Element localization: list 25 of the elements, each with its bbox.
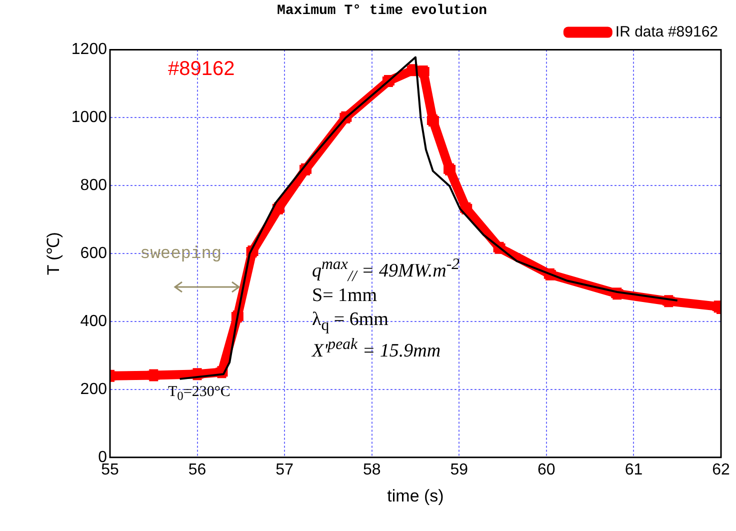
annotation: X'$^{peak}$ = 15.9mm — [312, 336, 441, 362]
annotation: λ$_{q}$ = 6mm — [312, 309, 388, 334]
annotation: T$_{0}$=230°C — [168, 384, 230, 404]
y-tick-label: 800 — [80, 177, 108, 194]
y-axis-title: T (℃) — [44, 232, 63, 276]
annotation: q$^{max}$$_{//}$ = 49MW.m$^{-2}$ — [312, 256, 460, 286]
x-tick-label: 57 — [276, 461, 294, 478]
legend-label: IR data #89162 — [615, 23, 718, 40]
annotation: sweeping — [140, 245, 222, 265]
y-tick-label: 200 — [80, 380, 108, 398]
x-tick-label: 55 — [101, 461, 119, 478]
annotation: #89162 — [168, 58, 235, 80]
chart-title: Maximum T° time evolution — [276, 2, 488, 19]
y-tick-label: 400 — [80, 312, 108, 330]
x-tick-label: 58 — [362, 461, 381, 478]
annotation: S= 1mm — [312, 285, 378, 307]
y-tick-label: 1200 — [71, 41, 108, 58]
y-tick-label: 1000 — [71, 109, 108, 126]
x-axis-title: time (s) — [387, 486, 444, 506]
x-tick-label: 62 — [712, 461, 730, 478]
x-tick-label: 61 — [624, 461, 643, 478]
x-tick-label: 59 — [450, 461, 468, 478]
x-tick-label: 56 — [188, 461, 206, 478]
x-tick-label: 60 — [538, 461, 556, 478]
y-tick-label: 600 — [80, 245, 108, 262]
